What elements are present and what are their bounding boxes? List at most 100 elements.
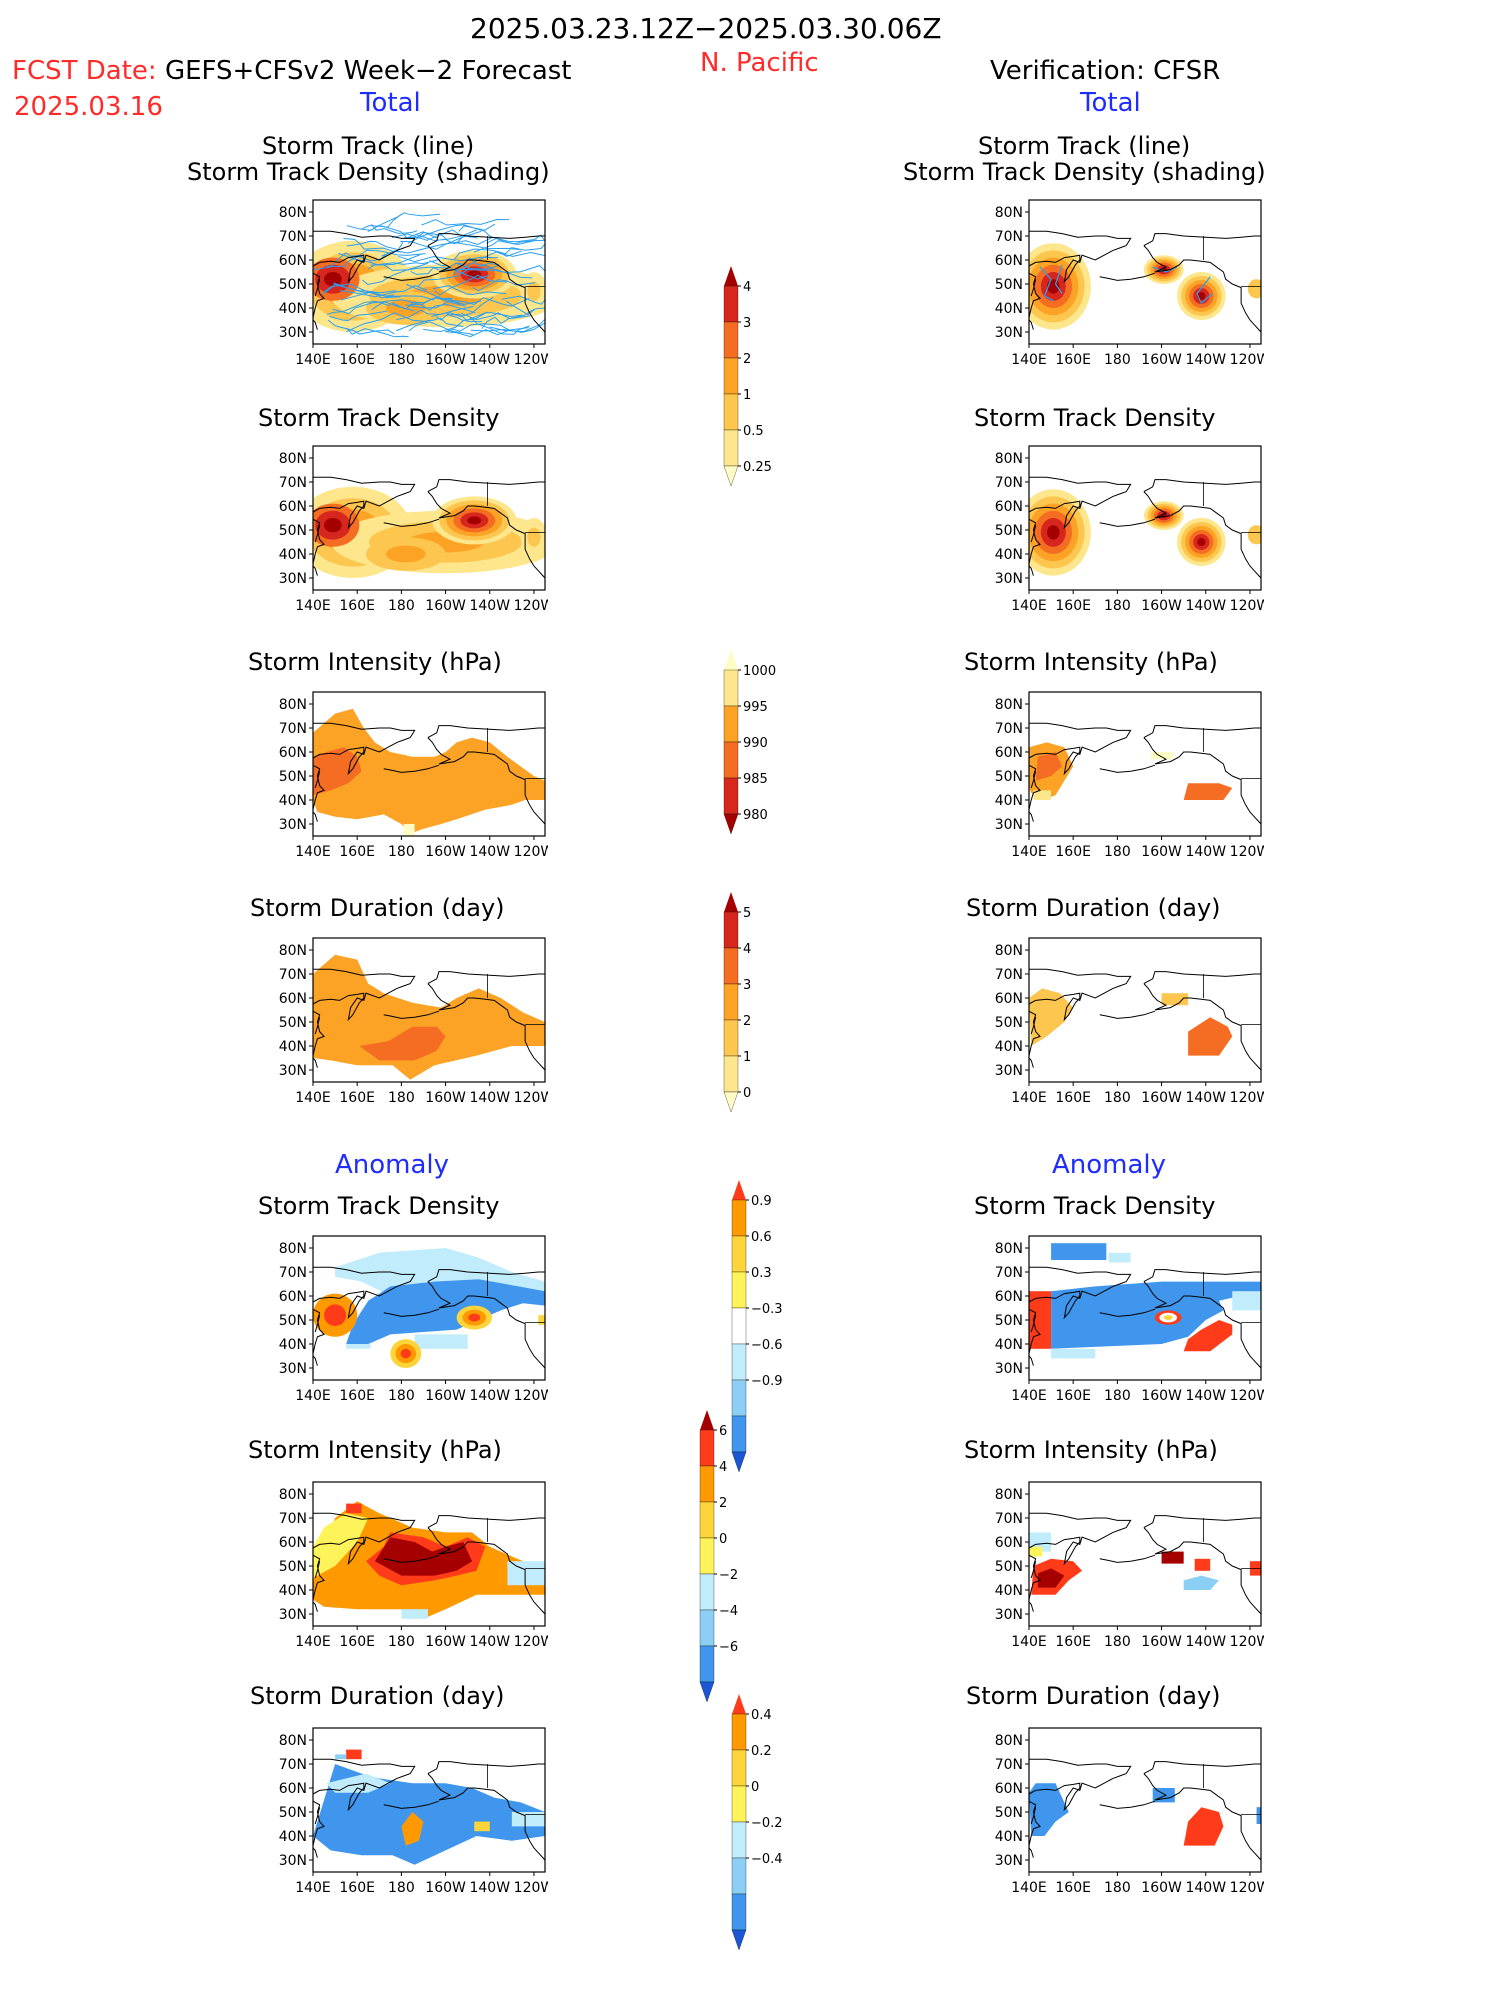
svg-text:60N: 60N xyxy=(995,1781,1023,1797)
svg-text:30N: 30N xyxy=(279,1607,307,1623)
map-duration-verification: 80N 70N 60N 50N 40N 30N 140E 160E 180 160W 140W 120… xyxy=(974,930,1264,1106)
svg-text:80N: 80N xyxy=(279,697,307,713)
svg-text:50N: 50N xyxy=(995,769,1023,785)
svg-text:50N: 50N xyxy=(279,1313,307,1329)
fcst-date-label: FCST Date: xyxy=(12,56,157,86)
svg-text:30N: 30N xyxy=(279,571,307,587)
map-intensity-anomaly-forecast: 80N 70N 60N 50N 40N 30N 140E 160E 180 160W 140W 120… xyxy=(258,1474,548,1650)
title-density-left: Storm Track Density xyxy=(258,404,500,432)
svg-text:180: 180 xyxy=(388,1090,415,1106)
svg-text:140W: 140W xyxy=(1185,1880,1226,1896)
svg-text:160E: 160E xyxy=(1055,1880,1091,1896)
svg-text:−4: −4 xyxy=(719,1604,738,1619)
svg-text:180: 180 xyxy=(1104,1090,1131,1106)
svg-text:70N: 70N xyxy=(995,229,1023,245)
svg-text:160W: 160W xyxy=(1141,844,1182,860)
svg-text:140E: 140E xyxy=(295,1090,331,1106)
svg-text:120W: 120W xyxy=(1230,598,1264,614)
svg-text:160E: 160E xyxy=(1055,1388,1091,1404)
svg-text:160W: 160W xyxy=(425,1090,466,1106)
svg-text:1: 1 xyxy=(743,1050,751,1065)
svg-text:3: 3 xyxy=(743,316,751,331)
svg-text:30N: 30N xyxy=(995,1853,1023,1869)
svg-text:140W: 140W xyxy=(1185,1388,1226,1404)
svg-text:180: 180 xyxy=(1104,1388,1131,1404)
svg-text:80N: 80N xyxy=(279,205,307,221)
svg-text:160E: 160E xyxy=(339,1634,375,1650)
colorbar-duration-total: 5 4 3 2 1 0 xyxy=(723,890,784,1172)
svg-text:40N: 40N xyxy=(279,1829,307,1845)
svg-text:4: 4 xyxy=(719,1460,727,1475)
svg-text:160W: 160W xyxy=(425,1388,466,1404)
svg-text:0.6: 0.6 xyxy=(751,1230,772,1245)
svg-text:120W: 120W xyxy=(1230,844,1264,860)
svg-text:80N: 80N xyxy=(995,943,1023,959)
title-intensity-right: Storm Intensity (hPa) xyxy=(964,648,1218,676)
svg-text:160E: 160E xyxy=(1055,844,1091,860)
svg-text:70N: 70N xyxy=(995,1511,1023,1527)
svg-text:60N: 60N xyxy=(995,745,1023,761)
svg-text:50N: 50N xyxy=(995,1313,1023,1329)
svg-text:0.2: 0.2 xyxy=(751,1744,772,1759)
svg-text:40N: 40N xyxy=(995,1829,1023,1845)
svg-text:120W: 120W xyxy=(514,1388,548,1404)
svg-text:60N: 60N xyxy=(279,1781,307,1797)
svg-text:40N: 40N xyxy=(279,301,307,317)
svg-text:120W: 120W xyxy=(514,844,548,860)
title-intensity-anom-left: Storm Intensity (hPa) xyxy=(248,1436,502,1464)
map-intensity-verification: 80N 70N 60N 50N 40N 30N 140E 160E 180 160W 140W 120… xyxy=(974,684,1264,860)
svg-text:160W: 160W xyxy=(1141,1090,1182,1106)
svg-text:0.4: 0.4 xyxy=(751,1708,772,1723)
svg-text:30N: 30N xyxy=(995,1063,1023,1079)
svg-text:60N: 60N xyxy=(995,499,1023,515)
svg-text:140W: 140W xyxy=(469,598,510,614)
svg-text:40N: 40N xyxy=(279,1583,307,1599)
svg-text:160E: 160E xyxy=(339,1388,375,1404)
svg-text:30N: 30N xyxy=(995,817,1023,833)
colorbar-density-anomaly: 0.9 0.6 0.3 −0.3 −0.6 −0.9 xyxy=(731,1178,792,1532)
svg-text:160E: 160E xyxy=(1055,352,1091,368)
svg-text:180: 180 xyxy=(388,844,415,860)
svg-text:120W: 120W xyxy=(1230,352,1264,368)
svg-text:30N: 30N xyxy=(995,325,1023,341)
svg-text:80N: 80N xyxy=(995,451,1023,467)
svg-text:2: 2 xyxy=(743,1014,751,1029)
title-duration-left: Storm Duration (day) xyxy=(250,894,505,922)
svg-text:120W: 120W xyxy=(514,1090,548,1106)
svg-text:−2: −2 xyxy=(719,1568,738,1583)
period-title: 2025.03.23.12Z−2025.03.30.06Z xyxy=(470,12,942,45)
svg-text:50N: 50N xyxy=(279,769,307,785)
svg-text:995: 995 xyxy=(743,700,768,715)
svg-text:70N: 70N xyxy=(995,967,1023,983)
svg-text:140W: 140W xyxy=(469,1388,510,1404)
svg-text:60N: 60N xyxy=(995,991,1023,1007)
svg-text:140E: 140E xyxy=(295,844,331,860)
svg-text:40N: 40N xyxy=(279,793,307,809)
svg-text:80N: 80N xyxy=(995,697,1023,713)
svg-text:2: 2 xyxy=(743,352,751,367)
svg-text:120W: 120W xyxy=(514,598,548,614)
svg-text:80N: 80N xyxy=(995,1733,1023,1749)
svg-text:140W: 140W xyxy=(1185,598,1226,614)
svg-text:140W: 140W xyxy=(469,352,510,368)
map-duration-anomaly-forecast: 80N 70N 60N 50N 40N 30N 140E 160E 180 160W 140W 120… xyxy=(258,1720,548,1896)
svg-text:50N: 50N xyxy=(279,1805,307,1821)
svg-text:140E: 140E xyxy=(1011,1634,1047,1650)
svg-text:0.9: 0.9 xyxy=(751,1194,772,1209)
title-track-line-left: Storm Track (line) xyxy=(262,132,475,160)
svg-text:140E: 140E xyxy=(1011,844,1047,860)
svg-text:30N: 30N xyxy=(279,817,307,833)
svg-text:70N: 70N xyxy=(995,1265,1023,1281)
svg-text:140W: 140W xyxy=(469,1880,510,1896)
svg-text:40N: 40N xyxy=(995,793,1023,809)
fcst-header: FCST Date: GEFS+CFSv2 Week−2 Forecast xyxy=(12,56,572,86)
svg-text:0: 0 xyxy=(719,1532,727,1547)
svg-text:120W: 120W xyxy=(514,1880,548,1896)
title-intensity-anom-right: Storm Intensity (hPa) xyxy=(964,1436,1218,1464)
map-density-forecast: 80N 70N 60N 50N 40N 30N 140E 160E 180 160W 140W 120… xyxy=(258,438,548,614)
svg-text:30N: 30N xyxy=(279,1063,307,1079)
svg-text:160W: 160W xyxy=(425,352,466,368)
svg-text:140W: 140W xyxy=(469,1090,510,1106)
svg-text:60N: 60N xyxy=(995,1535,1023,1551)
svg-text:180: 180 xyxy=(1104,598,1131,614)
